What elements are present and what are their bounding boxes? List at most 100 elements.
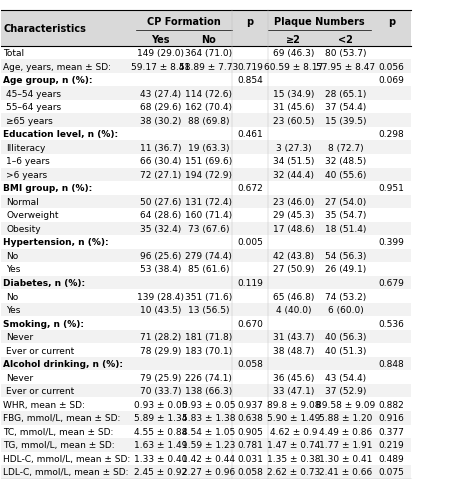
Text: Yes: Yes: [6, 305, 20, 314]
Text: 0.005: 0.005: [237, 238, 263, 247]
Text: 45–54 years: 45–54 years: [6, 89, 61, 98]
Text: No: No: [6, 252, 18, 261]
Bar: [1, 303, 411, 317]
Text: 0.638: 0.638: [237, 413, 263, 422]
Bar: [1, 209, 411, 222]
Bar: [1, 128, 411, 141]
Text: 5.89 ± 1.34: 5.89 ± 1.34: [134, 413, 187, 422]
Text: Ever or current: Ever or current: [6, 386, 74, 396]
Text: 0.298: 0.298: [378, 130, 404, 139]
Text: 79 (25.9): 79 (25.9): [140, 373, 181, 382]
Text: p: p: [388, 17, 395, 27]
Text: 5.88 ± 1.20: 5.88 ± 1.20: [319, 413, 372, 422]
Text: 32 (44.4): 32 (44.4): [273, 170, 314, 180]
Bar: [1, 465, 411, 479]
Text: 0.93 ± 0.05: 0.93 ± 0.05: [134, 400, 187, 409]
Text: 58.89 ± 7.73: 58.89 ± 7.73: [179, 62, 238, 72]
Text: 0.951: 0.951: [378, 184, 404, 193]
Text: 18 (51.4): 18 (51.4): [325, 225, 366, 233]
Text: HDL-C, mmol/L, mean ± SD:: HDL-C, mmol/L, mean ± SD:: [3, 454, 130, 463]
Text: 43 (54.4): 43 (54.4): [325, 373, 366, 382]
Bar: [1, 74, 411, 87]
Bar: [1, 168, 411, 182]
Text: 89.8 ± 9.08: 89.8 ± 9.08: [267, 400, 320, 409]
Bar: [1, 344, 411, 357]
Text: 0.069: 0.069: [378, 76, 404, 85]
Text: 85 (61.6): 85 (61.6): [188, 265, 229, 274]
Text: CP Formation: CP Formation: [147, 17, 221, 27]
Text: 0.377: 0.377: [378, 427, 404, 436]
Bar: [1, 87, 411, 101]
Text: 26 (49.1): 26 (49.1): [325, 265, 366, 274]
Bar: [1, 155, 411, 168]
Text: Plaque Numbers: Plaque Numbers: [274, 17, 365, 27]
Text: Normal: Normal: [6, 197, 39, 206]
Text: 6 (60.0): 6 (60.0): [328, 305, 363, 314]
Bar: [1, 357, 411, 371]
Text: 1.59 ± 1.23: 1.59 ± 1.23: [182, 440, 236, 449]
Text: 74 (53.2): 74 (53.2): [325, 292, 366, 301]
Bar: [1, 438, 411, 452]
Text: 2.62 ± 0.73: 2.62 ± 0.73: [267, 468, 320, 476]
Text: 226 (74.1): 226 (74.1): [185, 373, 232, 382]
Text: Characteristics: Characteristics: [4, 24, 87, 34]
Text: 1.63 ± 1.49: 1.63 ± 1.49: [134, 440, 187, 449]
Text: 23 (46.0): 23 (46.0): [273, 197, 314, 206]
Text: 31 (45.6): 31 (45.6): [273, 103, 314, 112]
Text: 131 (72.4): 131 (72.4): [185, 197, 232, 206]
Text: 78 (29.9): 78 (29.9): [140, 346, 181, 355]
Text: Overweight: Overweight: [6, 211, 59, 220]
Text: 4.49 ± 0.86: 4.49 ± 0.86: [319, 427, 372, 436]
Text: 37 (54.4): 37 (54.4): [325, 103, 366, 112]
Text: 37 (52.9): 37 (52.9): [325, 386, 366, 396]
Text: 32 (48.5): 32 (48.5): [325, 157, 366, 166]
Text: 66 (30.4): 66 (30.4): [140, 157, 181, 166]
Text: 5.83 ± 1.38: 5.83 ± 1.38: [182, 413, 236, 422]
Text: 4 (40.0): 4 (40.0): [276, 305, 311, 314]
Text: TG, mmol/L, mean ± SD:: TG, mmol/L, mean ± SD:: [3, 440, 114, 449]
Text: 160 (71.4): 160 (71.4): [185, 211, 232, 220]
Text: Never: Never: [6, 373, 33, 382]
Text: Age, years, mean ± SD:: Age, years, mean ± SD:: [3, 62, 111, 72]
Text: 5.90 ± 1.49: 5.90 ± 1.49: [267, 413, 320, 422]
Text: 0.075: 0.075: [378, 468, 404, 476]
Text: 0.058: 0.058: [237, 360, 263, 368]
Text: 38 (30.2): 38 (30.2): [140, 117, 181, 125]
Text: 35 (54.7): 35 (54.7): [325, 211, 366, 220]
Bar: [1, 263, 411, 276]
Bar: [1, 101, 411, 114]
Text: 70 (33.7): 70 (33.7): [140, 386, 181, 396]
Text: 73 (67.6): 73 (67.6): [188, 225, 229, 233]
Bar: [1, 371, 411, 384]
Text: Yes: Yes: [151, 35, 170, 45]
Text: BMI group, n (%):: BMI group, n (%):: [3, 184, 92, 193]
Text: FBG, mmol/L, mean ± SD:: FBG, mmol/L, mean ± SD:: [3, 413, 120, 422]
Text: 88 (69.8): 88 (69.8): [188, 117, 229, 125]
Text: 38 (48.7): 38 (48.7): [273, 346, 314, 355]
Bar: [1, 330, 411, 344]
Bar: [1, 317, 411, 330]
Text: 8 (72.7): 8 (72.7): [328, 144, 363, 153]
Text: 19 (63.3): 19 (63.3): [188, 144, 229, 153]
Text: 15 (39.5): 15 (39.5): [325, 117, 366, 125]
Text: Ever or current: Ever or current: [6, 346, 74, 355]
Text: 35 (32.4): 35 (32.4): [140, 225, 181, 233]
Text: 71 (28.2): 71 (28.2): [140, 333, 181, 341]
Text: 0.056: 0.056: [378, 62, 404, 72]
Text: 0.672: 0.672: [237, 184, 263, 193]
Text: 3 (27.3): 3 (27.3): [276, 144, 311, 153]
Text: 28 (65.1): 28 (65.1): [325, 89, 366, 98]
Text: 194 (72.9): 194 (72.9): [185, 170, 232, 180]
Text: 139 (28.4): 139 (28.4): [137, 292, 184, 301]
Text: 114 (72.6): 114 (72.6): [185, 89, 232, 98]
Bar: [1, 47, 411, 60]
Text: 31 (43.7): 31 (43.7): [273, 333, 314, 341]
Text: 279 (74.4): 279 (74.4): [185, 252, 232, 261]
Text: 65 (46.8): 65 (46.8): [273, 292, 314, 301]
Text: 149 (29.0): 149 (29.0): [137, 49, 184, 58]
Text: 50 (27.6): 50 (27.6): [140, 197, 181, 206]
Bar: [1, 397, 411, 411]
Text: 0.031: 0.031: [237, 454, 263, 463]
Bar: [1, 195, 411, 209]
Text: 42 (43.8): 42 (43.8): [273, 252, 314, 261]
